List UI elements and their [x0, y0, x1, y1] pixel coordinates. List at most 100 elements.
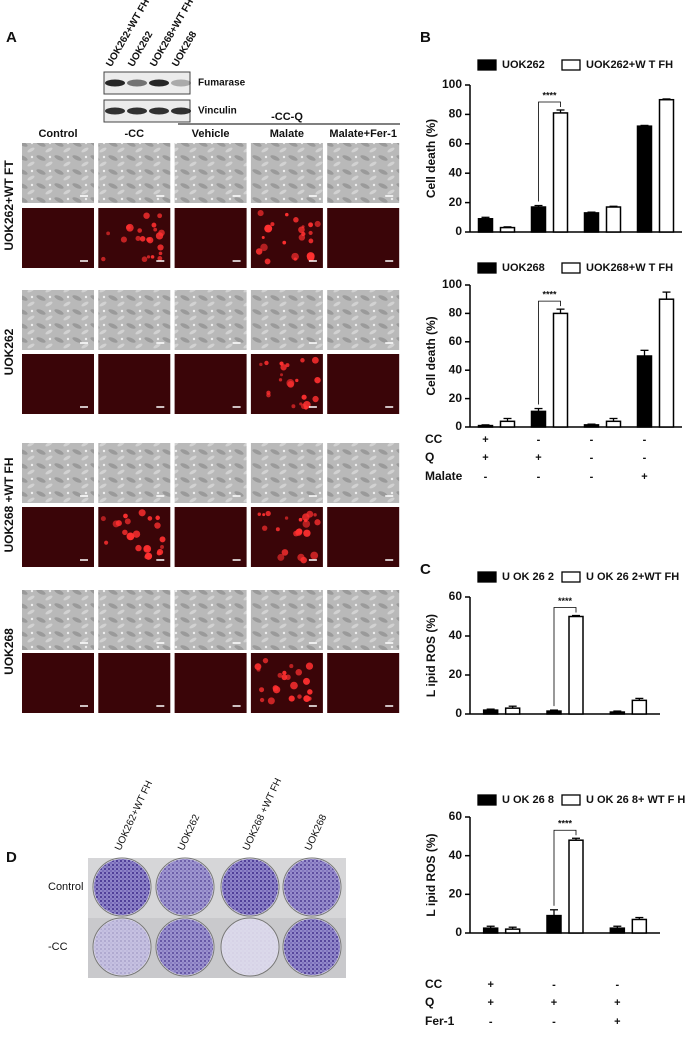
bar — [631, 918, 648, 934]
fluorescent-cell — [314, 519, 321, 526]
fluorescence-image — [22, 208, 94, 268]
bar — [605, 206, 622, 233]
y-axis-label: Cell death (%) — [424, 119, 438, 198]
legend-label: U OK 26 2+WT FH — [586, 571, 679, 583]
blot-band — [171, 107, 191, 115]
blot-band — [127, 107, 147, 115]
fluorescent-cell — [288, 695, 295, 702]
brightfield-image — [98, 143, 171, 203]
fluorescent-cell — [135, 235, 141, 241]
fluorescent-cell — [289, 664, 294, 669]
condition-value: + — [487, 979, 493, 991]
y-tick-label: 0 — [455, 706, 462, 720]
fluorescent-cell — [157, 213, 163, 219]
fluorescent-cell — [153, 227, 158, 232]
fluorescent-cell — [264, 224, 273, 233]
bar — [482, 709, 499, 715]
y-tick-label: 40 — [449, 165, 463, 179]
fluorescent-cell — [303, 677, 310, 685]
column-group-label: -CC-Q — [271, 111, 303, 123]
legend-label: UOK262+W T FH — [586, 59, 673, 71]
brightfield-image — [250, 290, 323, 350]
bar — [546, 710, 562, 715]
well-stain — [157, 859, 213, 915]
brightfield-image — [98, 290, 171, 350]
y-tick-label: 20 — [449, 667, 463, 681]
fluorescent-cell — [266, 390, 271, 395]
plate-column-label: UOK268 +WT FH — [241, 777, 284, 853]
fluorescence-image — [174, 208, 247, 268]
fluorescent-cell — [301, 394, 307, 400]
fluorescent-cell — [261, 235, 265, 239]
y-tick-label: 60 — [449, 589, 463, 603]
fluorescent-cell — [141, 256, 148, 263]
bar — [530, 206, 547, 233]
legend-label: UOK268 — [502, 262, 545, 274]
fluorescence-image — [327, 208, 400, 268]
condition-value: + — [641, 471, 647, 483]
bar — [658, 298, 675, 428]
fluorescent-cell — [295, 668, 303, 676]
significance-bracket — [538, 101, 561, 202]
fluorescent-cell — [312, 395, 319, 403]
well-stain — [222, 859, 278, 915]
y-tick-label: 40 — [449, 848, 463, 862]
bar — [477, 218, 494, 233]
fluorescent-cell — [265, 510, 271, 517]
fluorescent-cell — [122, 529, 128, 536]
well-stain — [94, 859, 150, 915]
fluorescent-cell — [262, 657, 269, 664]
fluorescent-cell — [281, 549, 289, 556]
bar — [477, 424, 494, 428]
legend-swatch — [477, 571, 497, 583]
bar — [609, 927, 626, 934]
fluorescent-cell — [143, 545, 150, 552]
y-tick-label: 100 — [442, 77, 462, 91]
bar — [605, 420, 622, 428]
condition-value: - — [537, 434, 541, 446]
fluorescent-cell — [272, 686, 281, 694]
condition-value: - — [484, 471, 488, 483]
fluorescent-cell — [157, 255, 163, 261]
brightfield-image — [98, 443, 171, 503]
fluorescent-cell — [259, 697, 265, 703]
fluorescent-cell — [137, 228, 143, 233]
fluorescent-cell — [138, 509, 146, 517]
bar — [658, 98, 675, 233]
fluorescent-cell — [307, 689, 313, 695]
legend-label: UOK268+W T FH — [586, 262, 673, 274]
fluorescent-cell — [101, 256, 106, 262]
condition-value: - — [537, 471, 541, 483]
fluorescent-cell — [297, 694, 302, 699]
row-label: UOK268 +WT FH — [2, 457, 16, 552]
fluorescent-cell — [146, 255, 151, 259]
blot-band — [171, 79, 191, 87]
well-stain — [222, 919, 278, 975]
y-tick-label: 40 — [449, 362, 463, 376]
fluorescent-cell — [147, 516, 153, 521]
fluorescent-cell — [282, 240, 287, 245]
bar — [482, 927, 499, 934]
fluorescent-cell — [291, 252, 299, 261]
legend-label: UOK262 — [502, 59, 545, 71]
fluorescence-image — [327, 653, 400, 713]
bar — [568, 615, 584, 715]
fluorescent-cell — [260, 243, 268, 252]
condition-value: - — [552, 979, 556, 991]
y-tick-label: 0 — [455, 419, 462, 433]
plate-row-label: -CC — [48, 941, 68, 953]
fluorescent-cell — [158, 251, 163, 256]
fluorescent-cell — [267, 697, 275, 705]
bar — [504, 928, 521, 934]
brightfield-image — [174, 590, 247, 650]
brightfield-image — [98, 590, 171, 650]
fluorescent-cell — [259, 362, 263, 367]
fluorescent-cell — [280, 373, 284, 377]
legend-swatch — [561, 262, 581, 274]
bar — [499, 226, 516, 233]
fluorescent-cell — [154, 522, 161, 529]
legend-label: U OK 26 8+ WT F H — [586, 794, 685, 806]
fluorescent-cell — [300, 358, 305, 363]
bar — [552, 312, 569, 428]
